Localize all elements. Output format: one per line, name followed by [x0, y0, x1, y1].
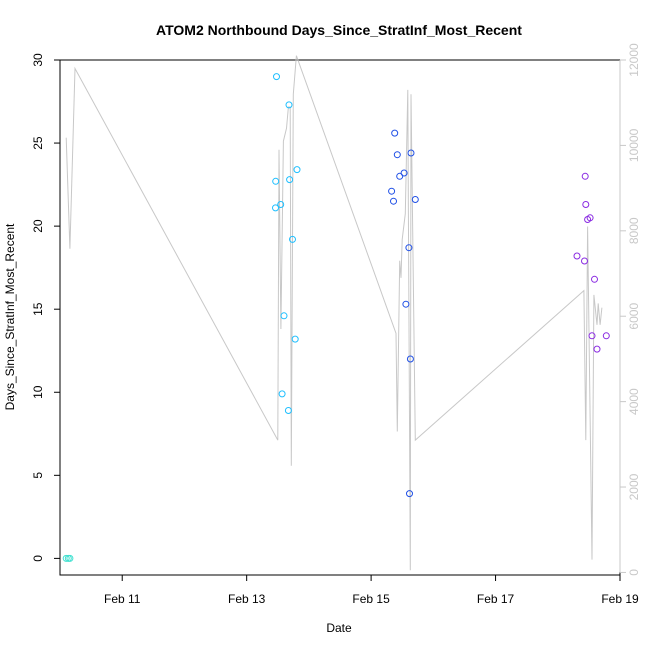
data-point [289, 235, 296, 243]
y-tick-label: 0 [31, 555, 45, 562]
data-point [62, 554, 70, 562]
data-point [277, 201, 285, 208]
x-tick-label: Feb 11 [104, 592, 141, 606]
data-point [285, 101, 293, 109]
chart-title: ATOM2 Northbound Days_Since_StratInf_Mos… [156, 22, 522, 38]
x-tick-label: Feb 19 [601, 592, 639, 606]
data-point [406, 490, 413, 498]
data-point [273, 73, 280, 81]
data-point [391, 129, 399, 137]
y2-tick-label: 2000 [627, 473, 641, 500]
data-point [280, 312, 288, 320]
data-point [284, 407, 292, 414]
data-point [293, 166, 301, 174]
data-point [402, 300, 410, 308]
y-tick-label: 20 [31, 219, 45, 233]
y-tick-label: 25 [31, 136, 45, 150]
data-point [286, 176, 294, 184]
x-tick-label: Feb 15 [352, 592, 390, 606]
data-point [66, 554, 74, 562]
data-point [573, 252, 581, 260]
y-axis-label: Days_Since_StratInf_Most_Recent [3, 223, 17, 410]
plot-frame [59, 59, 621, 576]
data-point [390, 197, 397, 205]
x-axis: Feb 11 Feb 13 Feb 15 Feb 17 Feb 19 [104, 575, 639, 606]
y-tick-label: 10 [31, 385, 45, 399]
y-tick-label: 5 [31, 472, 45, 479]
secondary-line-layer [65, 55, 603, 571]
points-layer [62, 73, 610, 562]
data-point [291, 335, 299, 343]
y2-tick-label: 12000 [627, 43, 641, 77]
y2-tick-label: 6000 [627, 303, 641, 330]
data-point [405, 244, 413, 252]
data-point [272, 204, 279, 212]
data-point [591, 275, 598, 283]
data-point [581, 257, 588, 265]
data-point [407, 149, 415, 157]
data-point [278, 390, 286, 398]
y-tick-label: 30 [31, 53, 45, 67]
x-tick-label: Feb 13 [228, 592, 266, 606]
data-point [411, 196, 419, 203]
y2-tick-label: 0 [627, 569, 641, 576]
y-tick-label: 15 [31, 302, 45, 316]
data-point [582, 201, 590, 208]
secondary-series-line [65, 55, 603, 571]
data-point [602, 332, 610, 340]
y2-axis: 0 2000 4000 6000 8000 10000 12000 [619, 43, 641, 576]
y2-tick-label: 4000 [627, 388, 641, 415]
x-axis-label: Date [326, 621, 352, 635]
y-axis: 0 5 10 15 20 25 30 [31, 53, 60, 562]
data-point [393, 151, 401, 159]
data-point [584, 216, 592, 223]
data-point [272, 177, 280, 185]
data-point [400, 169, 408, 177]
x-tick-label: Feb 17 [477, 592, 515, 606]
data-point [396, 172, 404, 180]
data-point [588, 332, 596, 340]
data-point [406, 355, 414, 363]
data-point [593, 345, 601, 353]
y2-tick-label: 8000 [627, 217, 641, 244]
data-point [581, 172, 589, 180]
y2-tick-label: 10000 [627, 128, 641, 162]
data-point [388, 187, 396, 195]
